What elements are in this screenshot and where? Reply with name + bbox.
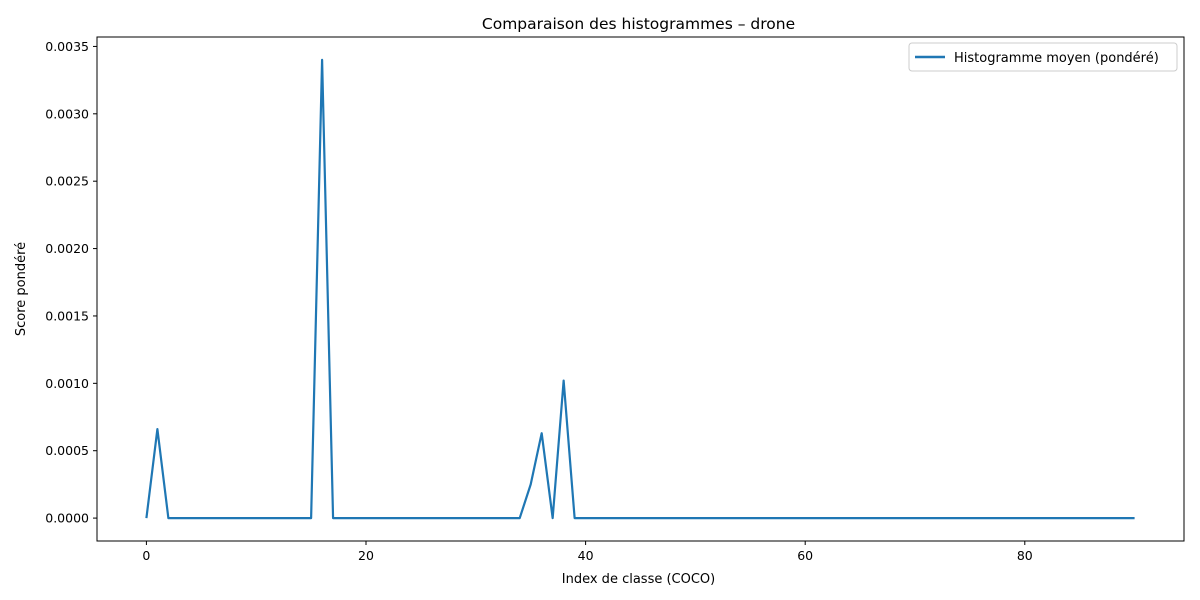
x-axis: 0 20 40 60 80 (142, 541, 1033, 563)
y-tick-label: 0.0010 (45, 376, 89, 391)
legend-box (908, 42, 1178, 72)
legend-label: Histogramme moyen (pondéré) (954, 51, 1159, 66)
y-axis-label: Score pondéré (14, 242, 29, 336)
plot-frame (96, 36, 1185, 542)
y-tick-label: 0.0035 (45, 39, 89, 54)
x-tick-label: 80 (1017, 548, 1033, 563)
y-tick-label: 0.0025 (45, 174, 89, 189)
x-tick-label: 60 (797, 548, 813, 563)
plot-area (145, 58, 1135, 520)
legend: Histogramme moyen (pondéré) (908, 42, 1178, 72)
y-tick-label: 0.0000 (45, 511, 89, 526)
y-tick-label: 0.0005 (45, 443, 89, 458)
x-tick-label: 20 (358, 548, 374, 563)
chart-title: Comparaison des histogrammes – drone (482, 15, 795, 33)
y-axis: 0.0000 0.0005 0.0010 0.0015 0.0020 0.0025 0.00… (45, 39, 97, 526)
x-axis-label: Index de classe (COCO) (562, 572, 715, 587)
x-tick-label: 40 (578, 548, 594, 563)
series-line (145, 58, 1135, 520)
y-tick-label: 0.0030 (45, 106, 89, 121)
y-tick-label: 0.0015 (45, 308, 89, 323)
y-tick-label: 0.0020 (45, 241, 89, 256)
x-tick-label: 0 (142, 548, 150, 563)
